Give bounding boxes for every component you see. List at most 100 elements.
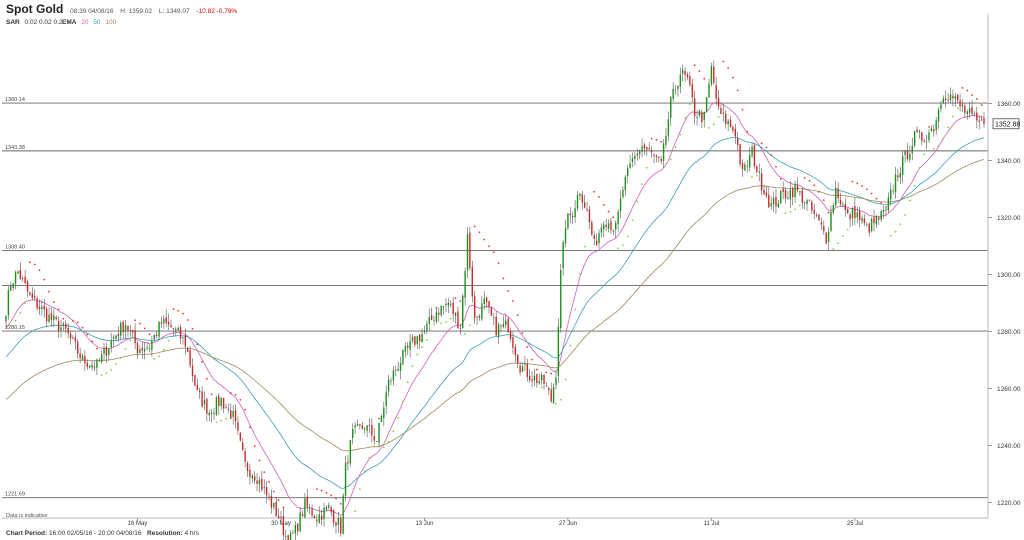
candle (701, 109, 703, 128)
candle (648, 142, 650, 150)
candle (775, 189, 777, 214)
candle (693, 90, 696, 125)
sar-dot (497, 262, 500, 264)
candle (77, 338, 79, 359)
candle (10, 281, 12, 292)
candle (57, 316, 60, 338)
candle (949, 87, 952, 104)
sar-dot (952, 115, 954, 118)
candle (734, 123, 737, 145)
candle (842, 201, 844, 208)
candle (758, 163, 760, 182)
candle (134, 323, 136, 350)
candle (710, 62, 713, 87)
candle (780, 189, 782, 204)
candle (682, 64, 684, 82)
candle (5, 315, 7, 328)
sar-dot (9, 324, 12, 327)
header-change: -10.82 -0.79% (196, 8, 238, 15)
candle (93, 361, 96, 372)
candle (33, 289, 36, 301)
candle (980, 115, 983, 122)
sar-dot (899, 223, 902, 226)
candle (894, 166, 897, 199)
candle (567, 213, 569, 231)
candle (155, 330, 158, 339)
candle (976, 106, 978, 129)
sar-dot (803, 176, 806, 179)
header-high: H: 1359.02 (120, 8, 153, 15)
candle (720, 104, 722, 115)
candle (552, 383, 555, 404)
candle (581, 191, 583, 210)
candle (313, 514, 316, 519)
candle (794, 180, 796, 203)
candle (237, 416, 239, 435)
candle (473, 290, 476, 324)
y-tick-label: 1320.00 (997, 215, 1021, 222)
sar-dot (110, 368, 113, 371)
candle (249, 464, 251, 485)
candle (469, 226, 471, 271)
candle (206, 397, 208, 422)
candle (777, 199, 780, 208)
candle (918, 129, 921, 139)
candle (835, 180, 837, 208)
candle (813, 203, 815, 220)
sar-dot (808, 180, 811, 182)
sar-dot (205, 377, 208, 380)
candle (638, 149, 641, 160)
candle (447, 297, 450, 314)
candle (285, 529, 287, 540)
sar-indicator-legend[interactable]: SAR 0.02 0.02 0.2 (6, 19, 66, 26)
candle (947, 93, 949, 103)
candle (858, 207, 861, 228)
candle (297, 523, 299, 536)
sar-dot (402, 400, 404, 403)
chart-footer: Chart Period: 16:00 02/05/16 - 20:00 04/… (6, 530, 199, 537)
candle (940, 100, 942, 113)
sar-dot (315, 488, 318, 490)
candle (354, 421, 356, 435)
candle (426, 320, 428, 335)
instrument-title: Spot Gold (6, 2, 64, 16)
y-tick-label: 1220.00 (997, 500, 1021, 507)
sar-dot (751, 175, 753, 178)
candle (29, 291, 31, 297)
candle (62, 321, 65, 331)
last-price-label: 1352.88 (995, 121, 1020, 128)
sar-dot (57, 308, 60, 311)
candle (399, 356, 402, 380)
candle (421, 328, 423, 343)
candle (60, 319, 62, 338)
candle (641, 138, 643, 158)
candle (696, 110, 698, 126)
candle (196, 378, 198, 391)
candle (246, 460, 249, 478)
candle (658, 156, 660, 163)
sar-dot (425, 338, 428, 341)
candle (187, 346, 189, 353)
candle (136, 341, 139, 359)
candle (505, 313, 507, 329)
candle (607, 219, 610, 233)
sar-dot (354, 510, 357, 513)
candle (878, 215, 880, 226)
candle (368, 417, 371, 434)
candle (416, 335, 418, 350)
sar-dot (382, 446, 385, 449)
candle (158, 321, 160, 340)
candle (899, 166, 902, 185)
candle (124, 319, 127, 340)
candle (347, 454, 349, 471)
sar-dot (688, 103, 691, 105)
candle (462, 293, 464, 329)
ema-indicator-legend[interactable]: EMA 20 50 100 (62, 19, 119, 26)
candle (839, 192, 842, 207)
candle (660, 156, 662, 165)
sar-dot (789, 211, 792, 213)
candle (459, 324, 462, 336)
candle (880, 209, 882, 223)
candle (98, 357, 100, 362)
